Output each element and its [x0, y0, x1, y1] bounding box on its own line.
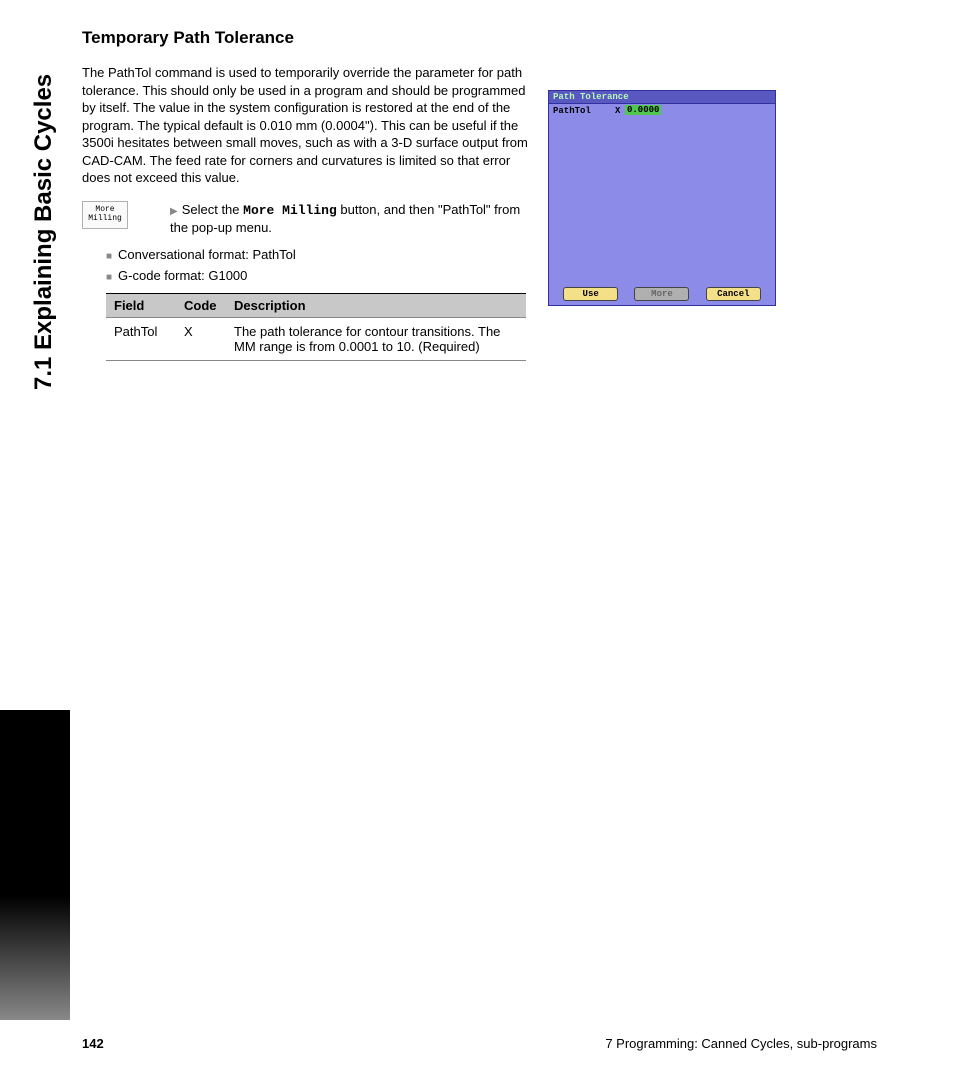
cancel-button[interactable]: Cancel: [706, 287, 761, 301]
milling-line2: Milling: [88, 215, 122, 224]
chapter-title: 7 Programming: Canned Cycles, sub-progra…: [605, 1036, 877, 1051]
table-header-row: Field Code Description: [106, 293, 526, 317]
td-desc: The path tolerance for contour transitio…: [226, 317, 526, 360]
section-side-title: 7.1 Explaining Basic Cycles: [30, 74, 58, 390]
bullet1-text: Conversational format: PathTol: [118, 247, 296, 262]
triangle-bullet-icon: ▶: [170, 206, 178, 217]
th-field: Field: [106, 293, 176, 317]
instr-prefix: Select the: [182, 202, 243, 217]
page-footer: 142 7 Programming: Canned Cycles, sub-pr…: [82, 1036, 877, 1051]
th-desc: Description: [226, 293, 526, 317]
dialog-field-label: PathTol: [553, 106, 591, 116]
page-heading: Temporary Path Tolerance: [82, 28, 532, 48]
use-button[interactable]: Use: [563, 287, 618, 301]
side-gradient-bar: [0, 710, 70, 1020]
instruction-row: More Milling ▶Select the More Milling bu…: [82, 201, 532, 237]
dialog-title: Path Tolerance: [549, 91, 775, 104]
bullet-gcode: ■ G-code format: G1000: [106, 268, 532, 283]
page-number: 142: [82, 1036, 104, 1051]
table-row: PathTol X The path tolerance for contour…: [106, 317, 526, 360]
path-tolerance-dialog: Path Tolerance PathTol X 0.0000 Use More…: [548, 90, 776, 306]
th-code: Code: [176, 293, 226, 317]
bullet2-text: G-code format: G1000: [118, 268, 247, 283]
td-field: PathTol: [106, 317, 176, 360]
td-code: X: [176, 317, 226, 360]
more-milling-button-icon: More Milling: [82, 201, 128, 229]
dialog-button-row: Use More Cancel: [549, 287, 775, 301]
dialog-x-label: X: [615, 106, 620, 116]
intro-paragraph: The PathTol command is used to temporari…: [82, 64, 532, 187]
square-bullet-icon: ■: [106, 251, 112, 262]
bullet-conversational: ■ Conversational format: PathTol: [106, 247, 532, 262]
field-table: Field Code Description PathTol X The pat…: [106, 293, 526, 361]
main-content: Temporary Path Tolerance The PathTol com…: [82, 28, 532, 361]
instr-bold: More Milling: [243, 203, 337, 218]
instruction-text: ▶Select the More Milling button, and the…: [170, 201, 532, 237]
more-button[interactable]: More: [634, 287, 689, 301]
dialog-value-input[interactable]: 0.0000: [625, 105, 661, 115]
square-bullet-icon: ■: [106, 272, 112, 283]
dialog-body: PathTol X 0.0000: [549, 104, 775, 284]
